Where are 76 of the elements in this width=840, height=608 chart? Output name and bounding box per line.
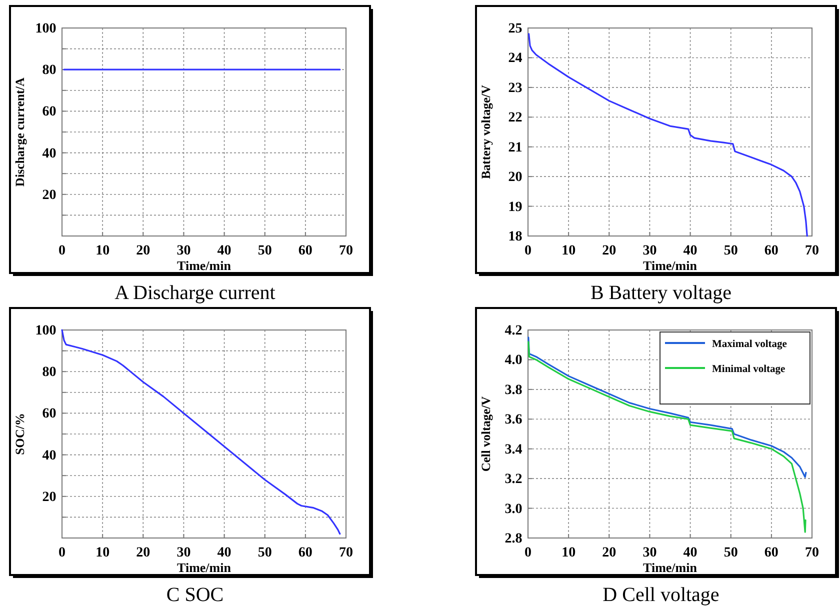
- y-tick-label: 18: [508, 229, 522, 244]
- x-tick-label: 50: [724, 545, 738, 560]
- text: D Cell voltage: [602, 584, 720, 606]
- y-tick-label: 23: [508, 80, 522, 96]
- x-tick-label: 30: [642, 545, 657, 560]
- x-tick-label: 50: [258, 243, 272, 258]
- x-tick-label: 60: [764, 243, 778, 258]
- x-axis-title: Time/min: [643, 258, 698, 273]
- y-tick-label: 3.4: [504, 442, 522, 458]
- line-series: [528, 33, 808, 237]
- y-tick-label: 20: [42, 188, 56, 203]
- x-tick-label: 70: [805, 545, 819, 560]
- y-tick-label: 60: [42, 104, 56, 120]
- x-axis-title: Time/min: [177, 258, 232, 273]
- x-tick-label: 60: [298, 243, 312, 258]
- x-tick-label: 60: [298, 545, 312, 560]
- x-tick-label: 10: [562, 545, 576, 560]
- y-tick-label: 2.8: [504, 531, 522, 546]
- y-tick-label: 20: [508, 170, 522, 186]
- x-axis-title: Time/min: [643, 560, 698, 575]
- x-axis-title: Time/min: [177, 560, 232, 575]
- x-tick-label: 40: [217, 243, 232, 258]
- text: C SOC: [166, 584, 224, 606]
- y-tick-label: 4.2: [504, 323, 522, 338]
- line-series: [528, 341, 806, 533]
- y-tick-label: 3.6: [504, 412, 522, 428]
- y-tick-label: 19: [508, 200, 522, 215]
- x-tick-label: 0: [58, 545, 66, 560]
- x-tick-label: 0: [58, 243, 66, 258]
- y-tick-label: 4.0: [504, 353, 522, 368]
- y-axis-title: Battery voltage/V: [479, 84, 493, 180]
- x-tick-label: 20: [136, 243, 150, 258]
- y-tick-label: 25: [508, 21, 522, 36]
- y-tick-label: 80: [42, 63, 56, 78]
- x-tick-label: 30: [176, 545, 191, 560]
- y-tick-label: 60: [42, 406, 56, 422]
- legend-label: Minimal voltage: [712, 364, 786, 375]
- y-tick-label: 20: [42, 490, 56, 505]
- x-tick-label: 40: [217, 545, 232, 560]
- y-tick-label: 3.0: [504, 502, 522, 517]
- x-tick-label: 20: [602, 243, 616, 258]
- x-tick-label: 30: [176, 243, 191, 258]
- legend-label: Maximal voltage: [712, 339, 788, 350]
- y-axis-title: Cell voltage/V: [479, 396, 493, 472]
- x-tick-label: 10: [562, 243, 576, 258]
- x-tick-label: 40: [683, 545, 698, 560]
- text: A Discharge current: [114, 282, 276, 304]
- y-tick-label: 40: [42, 146, 56, 162]
- y-tick-label: 22: [508, 110, 522, 126]
- x-tick-label: 30: [642, 243, 657, 258]
- x-tick-label: 20: [602, 545, 616, 560]
- x-tick-label: 0: [524, 545, 532, 560]
- line-series: [528, 336, 807, 478]
- y-tick-label: 3.8: [504, 382, 522, 398]
- x-tick-label: 10: [96, 545, 110, 560]
- y-axis-title: SOC/%: [13, 413, 27, 455]
- text: B Battery voltage: [590, 282, 732, 304]
- x-tick-label: 70: [339, 545, 353, 560]
- x-tick-label: 0: [524, 243, 532, 258]
- y-tick-label: 100: [35, 21, 56, 36]
- y-tick-label: 24: [508, 51, 522, 66]
- y-tick-label: 21: [508, 140, 522, 156]
- x-tick-label: 70: [339, 243, 353, 258]
- line-series: [61, 329, 341, 535]
- y-tick-label: 80: [42, 365, 56, 380]
- x-tick-label: 20: [136, 545, 150, 560]
- y-axis-title: Discharge current/A: [13, 77, 27, 187]
- x-tick-label: 10: [96, 243, 110, 258]
- y-tick-label: 100: [35, 323, 56, 338]
- x-tick-label: 60: [764, 545, 778, 560]
- y-tick-label: 40: [42, 448, 56, 464]
- x-tick-label: 50: [724, 243, 738, 258]
- y-tick-label: 3.2: [504, 472, 522, 488]
- x-tick-label: 70: [805, 243, 819, 258]
- x-tick-label: 50: [258, 545, 272, 560]
- x-tick-label: 40: [683, 243, 698, 258]
